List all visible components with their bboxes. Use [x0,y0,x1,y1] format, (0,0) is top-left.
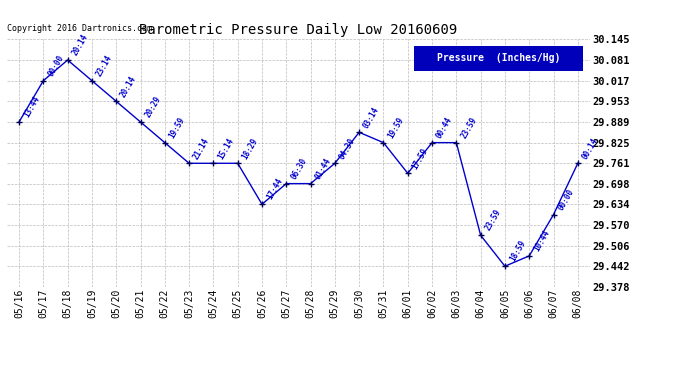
Text: 00:14: 00:14 [580,136,600,160]
Text: 01:44: 01:44 [313,156,333,181]
Text: 10:44: 10:44 [532,229,551,253]
Text: 00:44: 00:44 [435,116,454,140]
Text: 06:30: 06:30 [289,156,308,181]
Text: 23:14: 23:14 [95,53,114,78]
Text: 04:30: 04:30 [337,136,357,160]
Text: 20:14: 20:14 [119,74,139,99]
Text: 19:59: 19:59 [168,116,187,140]
Text: 15:14: 15:14 [216,136,235,160]
Text: 23:59: 23:59 [484,208,503,232]
Text: 03:14: 03:14 [362,105,382,129]
Title: Barometric Pressure Daily Low 20160609: Barometric Pressure Daily Low 20160609 [139,23,457,37]
Text: 17:44: 17:44 [265,177,284,201]
Text: 23:59: 23:59 [459,116,478,140]
Text: 00:00: 00:00 [556,187,575,212]
Text: 17:59: 17:59 [411,146,430,171]
Text: 18:59: 18:59 [508,239,527,264]
Text: 00:00: 00:00 [46,53,66,78]
Text: 13:44: 13:44 [22,94,41,119]
Text: Copyright 2016 Dartronics.com: Copyright 2016 Dartronics.com [7,24,152,33]
Text: 19:59: 19:59 [386,116,406,140]
Text: 18:29: 18:29 [241,136,260,160]
Text: 20:29: 20:29 [144,94,163,119]
Text: 21:14: 21:14 [192,136,211,160]
Text: 20:14: 20:14 [70,33,90,57]
Text: Pressure  (Inches/Hg): Pressure (Inches/Hg) [437,54,560,63]
